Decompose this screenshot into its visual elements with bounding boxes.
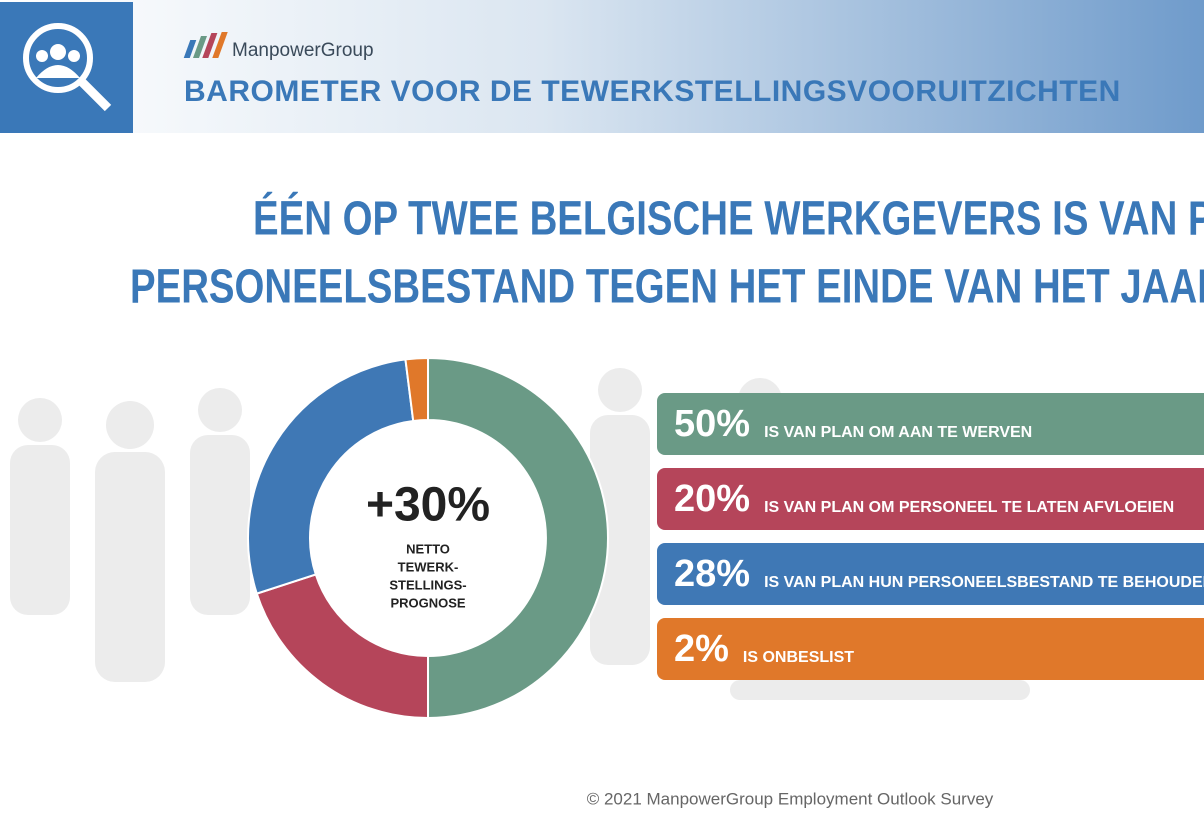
logo-mark (183, 32, 228, 58)
legend-label: IS ONBESLIST (743, 649, 854, 666)
legend-label: IS VAN PLAN HUN PERSONEELSBESTAND TE BEH… (764, 574, 1204, 591)
search-icon (23, 23, 112, 112)
donut-segment (247, 358, 415, 595)
center-caption: STELLINGS- (389, 577, 466, 592)
legend-bar (657, 543, 1204, 605)
legend-value: 28% (674, 553, 750, 595)
legend-bar (657, 618, 1204, 680)
donut-segment (427, 356, 609, 720)
legend-value: 50% (674, 403, 750, 445)
header-title: BAROMETER VOOR DE TEWERKSTELLINGSVOORUIT… (184, 75, 1121, 108)
logo-text: ManpowerGroup (232, 40, 374, 61)
footer: © 2021 ManpowerGroup Employment Outlook … (587, 789, 994, 808)
center-caption: PROGNOSE (390, 595, 465, 610)
header-band (0, 0, 1204, 133)
legend-bar (657, 393, 1204, 455)
headline: ÉÉN OP TWEE BELGISCHE WERKGEVERS IS VAN … (130, 191, 1204, 314)
center-caption: NETTO (406, 541, 450, 556)
legend-label: IS VAN PLAN OM AAN TE WERVEN (764, 424, 1032, 441)
donut-chart: +30% NETTO TEWERK- STELLINGS- PROGNOSE (247, 356, 609, 720)
headline-line: PERSONEELSBESTAND TEGEN HET EINDE VAN HE… (130, 261, 1204, 314)
center-caption: TEWERK- (398, 559, 459, 574)
legend: 50% IS VAN PLAN OM AAN TE WERVEN 20% IS VAN… (657, 393, 1204, 680)
headline-line: ÉÉN OP TWEE BELGISCHE WERKGEVERS IS VAN … (253, 191, 1204, 246)
legend-value: 20% (674, 478, 750, 520)
center-value: +30% (366, 479, 490, 532)
legend-label: IS VAN PLAN OM PERSONEEL TE LATEN AFVLOE… (764, 499, 1174, 516)
legend-value: 2% (674, 628, 729, 670)
legend-bar (657, 468, 1204, 530)
donut-segment (404, 356, 429, 423)
